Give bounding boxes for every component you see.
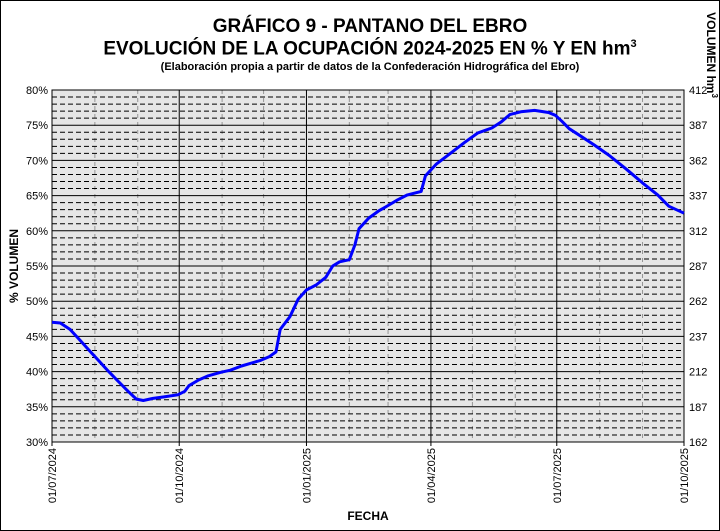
- y2-tick-label: 362: [689, 155, 707, 167]
- chart-subtitle-superscript: 3: [630, 38, 637, 50]
- x-tick-label: 01/10/2024: [174, 448, 186, 503]
- y2-tick-label: 237: [689, 331, 707, 343]
- y2-tick-label: 387: [689, 120, 707, 132]
- y2-axis-label-superscript: 3: [710, 93, 719, 98]
- y-tick-label: 50%: [26, 296, 48, 308]
- x-tick-label: 01/10/2025: [679, 448, 691, 503]
- y2-axis-label-text: VOLUMEN hm: [704, 12, 718, 93]
- y2-tick-label: 337: [689, 191, 707, 203]
- y-tick-label: 30%: [26, 437, 48, 449]
- y2-axis-ticks: 162 187 212 237 262 287 312 337 362 387 412: [689, 85, 707, 449]
- y2-tick-label: 262: [689, 296, 707, 308]
- series-line: [51, 108, 685, 402]
- y-tick-label: 45%: [26, 331, 48, 343]
- chart-subtitle: EVOLUCIÓN DE LA OCUPACIÓN 2024-2025 EN %…: [0, 38, 720, 60]
- chart-source-note: (Elaboración propia a partir de datos de…: [160, 61, 580, 73]
- x-axis-label: FECHA: [347, 509, 389, 523]
- y-tick-label: 60%: [26, 226, 48, 238]
- chart-subtitle-text: EVOLUCIÓN DE LA OCUPACIÓN 2024-2025 EN %…: [103, 38, 631, 60]
- plot-border: [51, 89, 685, 443]
- y-tick-label: 35%: [26, 402, 48, 414]
- y-tick-label: 65%: [26, 191, 48, 203]
- y2-tick-label: 287: [689, 261, 707, 273]
- x-tick-label: 01/04/2025: [426, 448, 438, 503]
- y2-tick-label: 212: [689, 367, 707, 379]
- y-tick-label: 40%: [26, 367, 48, 379]
- y-tick-label: 55%: [26, 261, 48, 273]
- y2-tick-label: 162: [689, 437, 707, 449]
- y-axis-label: % VOLUMEN: [7, 229, 21, 303]
- x-tick-label: 01/07/2024: [47, 448, 59, 503]
- y2-axis-label: VOLUMEN hm3: [704, 12, 719, 98]
- y2-tick-label: 187: [689, 402, 707, 414]
- x-tick-label: 01/07/2025: [552, 448, 564, 503]
- x-tick-label: 01/01/2025: [301, 448, 313, 503]
- y-tick-label: 80%: [26, 85, 48, 97]
- major-gridlines: [51, 90, 685, 442]
- y-tick-label: 75%: [26, 120, 48, 132]
- x-axis-ticks: 01/07/2024 01/10/2024 01/01/2025 01/04/2025…: [47, 442, 691, 503]
- y2-tick-label: 312: [689, 226, 707, 238]
- y-tick-label: 70%: [26, 155, 48, 167]
- y2-tick-label: 412: [689, 85, 707, 97]
- y-axis-ticks: 30% 35% 40% 45% 50% 55% 60% 65% 70% 75% 80%: [26, 85, 48, 449]
- chart-title: GRÁFICO 9 - PANTANO DEL EBRO: [212, 16, 528, 37]
